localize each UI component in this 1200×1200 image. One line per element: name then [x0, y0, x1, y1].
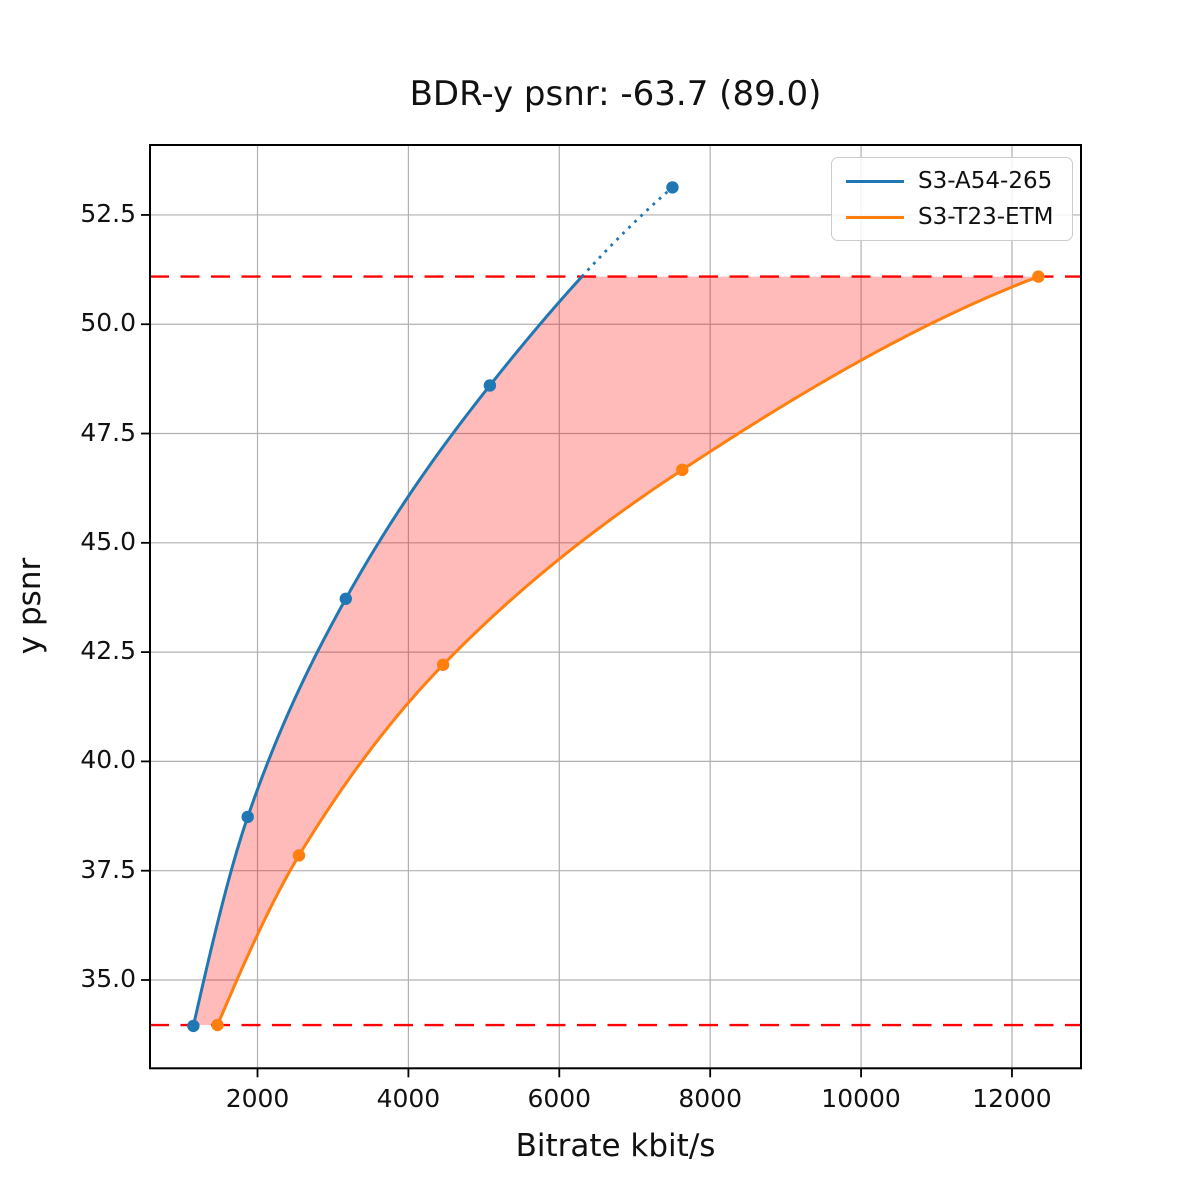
- series-line-blue-dotted-extension: [580, 186, 674, 278]
- series-line-blue: [191, 275, 584, 1027]
- legend-label-series-1: S3-A54-265: [918, 168, 1053, 194]
- y-tick-label: 35.0: [80, 964, 136, 994]
- data-point-orange: [211, 1018, 224, 1032]
- data-point-blue: [241, 810, 254, 824]
- x-tick-label: 4000: [376, 1084, 441, 1114]
- chart-title: BDR-y psnr: -63.7 (89.0): [409, 74, 822, 114]
- data-point-orange: [436, 658, 450, 671]
- bd-overlap-shaded-region: [193, 276, 1039, 1026]
- y-tick-label: 50.0: [80, 308, 136, 338]
- data-point-orange: [292, 849, 306, 862]
- x-tick-label: 10000: [821, 1084, 901, 1114]
- y-tick-label: 45.0: [80, 526, 136, 556]
- legend-line-swatch-orange: [846, 215, 904, 219]
- legend-label-series-2: S3-T23-ETM: [918, 204, 1054, 230]
- data-point-orange: [1032, 270, 1045, 283]
- y-tick-label: 52.5: [80, 198, 136, 228]
- legend-item-series-2: S3-T23-ETM: [846, 202, 1060, 232]
- data-point-blue: [187, 1019, 200, 1033]
- y-tick-label: 40.0: [80, 745, 136, 775]
- x-tick-label: 12000: [972, 1084, 1052, 1114]
- data-point-blue: [339, 592, 352, 605]
- y-tick-label: 42.5: [80, 636, 136, 666]
- data-point-blue: [483, 379, 497, 392]
- data-point-blue: [666, 181, 679, 194]
- legend-item-series-1: S3-A54-265: [846, 166, 1060, 196]
- y-tick-label: 37.5: [80, 854, 136, 884]
- x-tick-label: 6000: [527, 1084, 592, 1114]
- legend-line-swatch-blue: [846, 179, 904, 183]
- y-axis-label: y psnr: [12, 557, 48, 655]
- x-tick-label: 8000: [678, 1084, 742, 1114]
- data-point-orange: [676, 463, 689, 477]
- legend: S3-A54-265 S3-T23-ETM: [831, 157, 1073, 241]
- x-tick-label: 2000: [225, 1084, 290, 1114]
- axes-frame: [149, 144, 1082, 1070]
- y-tick-label: 47.5: [80, 417, 136, 447]
- x-axis-label: Bitrate kbit/s: [515, 1128, 716, 1164]
